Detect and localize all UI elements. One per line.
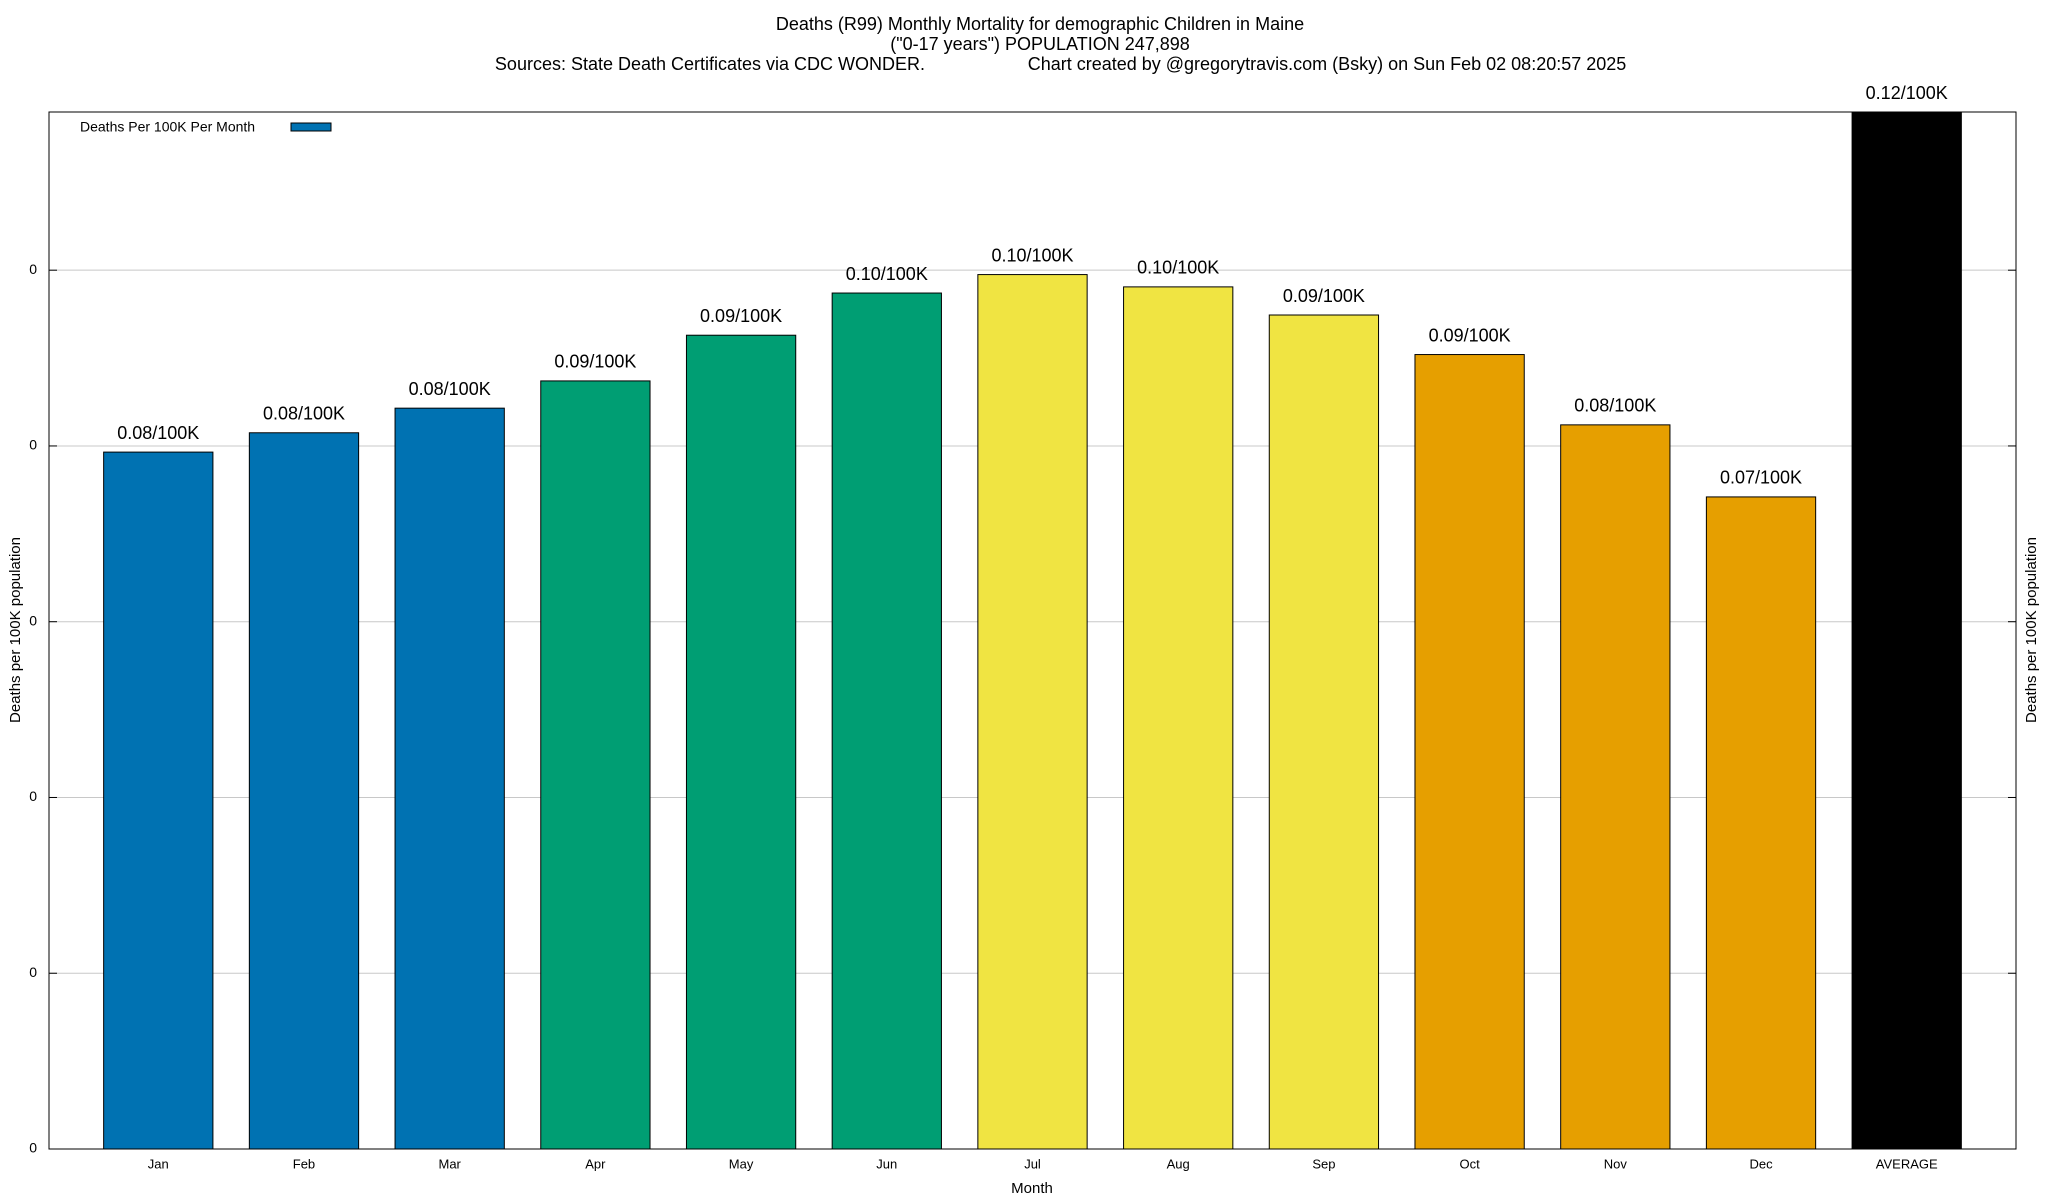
value-label: 0.08/100K xyxy=(117,423,199,443)
x-tick-label: Aug xyxy=(1167,1156,1190,1171)
value-label: 0.09/100K xyxy=(1283,286,1365,306)
bar xyxy=(1414,354,1525,1150)
y-tick-label: 0 xyxy=(29,261,37,277)
bar xyxy=(540,380,651,1150)
bar xyxy=(103,451,214,1150)
legend-swatch xyxy=(290,122,332,132)
chart-subtitle: ("0-17 years") POPULATION 247,898 xyxy=(890,34,1190,54)
value-label: 0.10/100K xyxy=(1137,258,1219,278)
legend-label: Deaths Per 100K Per Month xyxy=(80,119,255,135)
x-tick-label: Jul xyxy=(1024,1156,1041,1171)
x-tick-label: Apr xyxy=(585,1156,606,1171)
value-label: 0.08/100K xyxy=(409,379,491,399)
y-tick-label: 0 xyxy=(29,612,37,628)
sources: Sources: State Death Certificates via CD… xyxy=(495,54,925,74)
value-label: 0.07/100K xyxy=(1720,468,1802,488)
bar xyxy=(831,292,942,1150)
x-tick-label: Sep xyxy=(1312,1156,1335,1171)
bar xyxy=(1268,314,1380,1150)
x-tick-label: May xyxy=(729,1156,754,1171)
x-tick-label: Feb xyxy=(293,1156,315,1171)
x-tick-label: Dec xyxy=(1749,1156,1773,1171)
value-label: 0.09/100K xyxy=(1429,325,1511,345)
x-tick-label: Jun xyxy=(876,1156,897,1171)
x-tick-label: Nov xyxy=(1604,1156,1628,1171)
bar xyxy=(1851,111,1962,1150)
value-label: 0.09/100K xyxy=(700,306,782,326)
x-axis-label: Month xyxy=(1011,1180,1053,1197)
x-tick-label: Oct xyxy=(1459,1156,1480,1171)
value-label: 0.08/100K xyxy=(1574,396,1656,416)
value-label: 0.12/100K xyxy=(1866,83,1948,103)
value-label: 0.10/100K xyxy=(991,245,1073,265)
bar xyxy=(685,334,797,1150)
y-tick-label: 0 xyxy=(29,1140,37,1156)
x-tick-label: AVERAGE xyxy=(1876,1156,1938,1171)
x-tick-label: Mar xyxy=(438,1156,461,1171)
y-tick-label: 0 xyxy=(29,437,37,453)
value-label: 0.09/100K xyxy=(554,352,636,372)
bar xyxy=(1705,496,1817,1150)
x-tick-label: Jan xyxy=(148,1156,169,1171)
bar xyxy=(1560,424,1671,1150)
value-label: 0.10/100K xyxy=(846,264,928,284)
bar xyxy=(394,407,505,1150)
bar xyxy=(977,274,1088,1150)
y2-axis-label: Deaths per 100K population xyxy=(2023,537,2040,723)
chart-title: Deaths (R99) Monthly Mortality for demog… xyxy=(776,14,1304,34)
value-label: 0.08/100K xyxy=(263,404,345,424)
y-axis-label: Deaths per 100K population xyxy=(7,537,24,723)
bar xyxy=(248,432,360,1150)
y-tick-label: 0 xyxy=(29,964,37,980)
y-tick-label: 0 xyxy=(29,788,37,804)
credit: Chart created by @gregorytravis.com (Bsk… xyxy=(1028,54,1627,74)
bar xyxy=(1123,286,1234,1150)
